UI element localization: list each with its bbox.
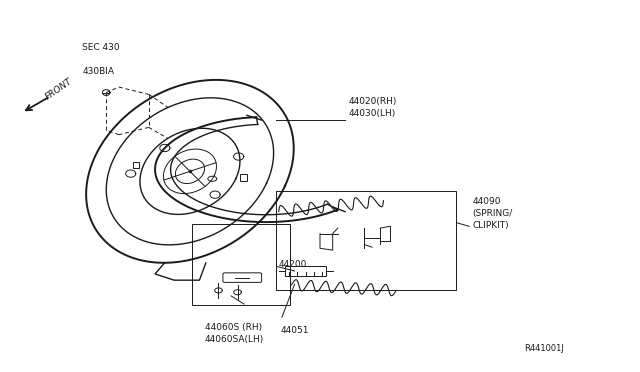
Text: 44090
(SPRING/
CLIPKIT): 44090 (SPRING/ CLIPKIT)	[472, 197, 513, 230]
Text: R441001J: R441001J	[524, 344, 564, 353]
Bar	[133, 162, 140, 169]
Text: 44051: 44051	[281, 326, 309, 335]
Text: 44060S (RH)
44060SA(LH): 44060S (RH) 44060SA(LH)	[205, 323, 264, 344]
Bar	[276, 192, 456, 291]
Bar	[285, 266, 326, 276]
Text: 44020(RH)
44030(LH): 44020(RH) 44030(LH)	[349, 97, 397, 118]
Bar	[241, 174, 247, 181]
Bar	[192, 224, 290, 305]
Text: 44200: 44200	[279, 260, 307, 269]
Text: SEC 430: SEC 430	[82, 43, 120, 52]
Text: FRONT: FRONT	[44, 76, 74, 102]
Text: 430BIA: 430BIA	[82, 67, 114, 76]
